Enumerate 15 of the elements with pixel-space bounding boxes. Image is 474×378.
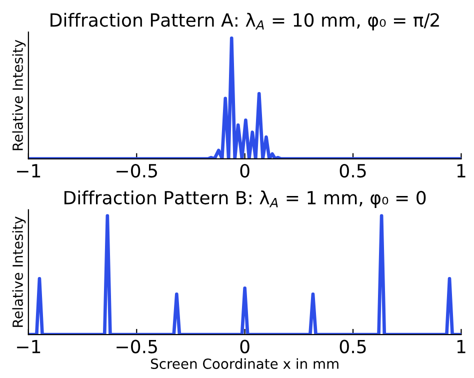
- x-tick-label: −1: [17, 164, 40, 178]
- x-tick-label: 0.5: [340, 340, 366, 354]
- x-axis-title: Screen Coordinate x in mm: [150, 358, 338, 370]
- x-tick-label: −0.5: [116, 164, 157, 178]
- x-tick-label: 0: [240, 164, 250, 178]
- x-tick-label: −1: [17, 340, 40, 354]
- x-tick-label: 0.5: [340, 164, 366, 178]
- x-tick-label: 1: [457, 164, 466, 178]
- x-tick-label: 0: [240, 340, 250, 354]
- x-tick-label: 1: [457, 340, 466, 354]
- y-axis-title: Relative Intesity: [12, 216, 26, 327]
- chart-title: Diffraction Pattern B: λ$_{A}$ = 1 mm, φ₀ = 0: [64, 190, 426, 208]
- y-axis-title: Relative Intesity: [12, 40, 26, 150]
- chart-title: Diffraction Pattern A: λ$_{A}$ = 10 mm, φ₀ = π/2: [50, 12, 439, 30]
- x-tick-label: −0.5: [116, 340, 157, 354]
